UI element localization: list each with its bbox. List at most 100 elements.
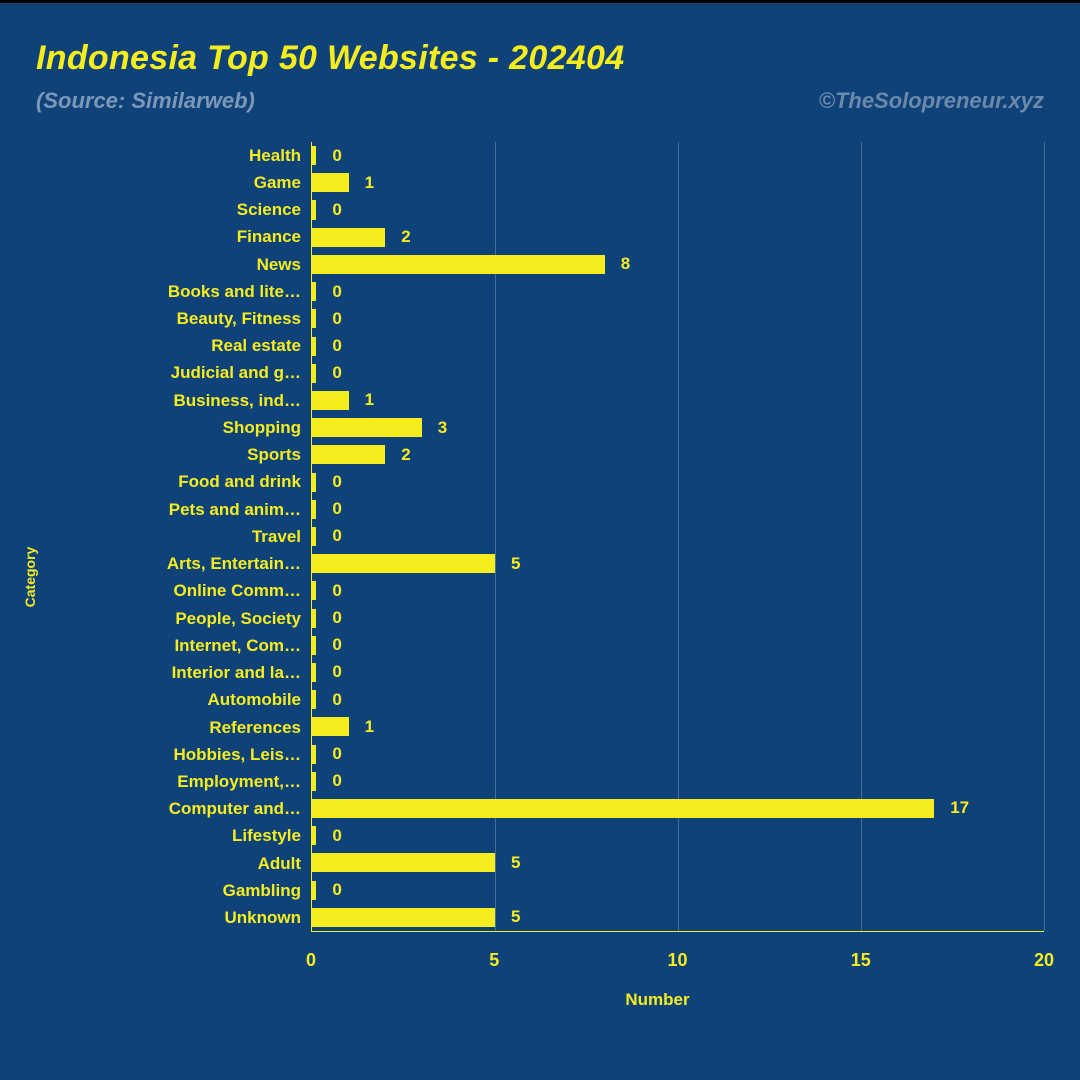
- bar: [312, 690, 316, 709]
- category-row: Arts, Entertain…: [76, 551, 311, 578]
- category-label: Automobile: [208, 690, 302, 710]
- category-label: Lifestyle: [232, 826, 301, 846]
- gridline: [1044, 142, 1045, 931]
- bar-row: 5: [312, 550, 1044, 577]
- bar: [312, 173, 349, 192]
- category-row: Health: [76, 142, 311, 169]
- category-label: Adult: [258, 854, 301, 874]
- bar-value-label: 0: [332, 472, 341, 492]
- bar-row: 2: [312, 441, 1044, 468]
- bar-row: 5: [312, 849, 1044, 876]
- bar-row: 0: [312, 686, 1044, 713]
- bar-value-label: 0: [332, 526, 341, 546]
- category-label: Shopping: [223, 418, 301, 438]
- category-row: Lifestyle: [76, 823, 311, 850]
- x-tick-label: 15: [851, 950, 871, 971]
- chart-canvas: 010280000132000500000100170505: [311, 142, 1044, 932]
- x-tick-label: 20: [1034, 950, 1054, 971]
- bar: [312, 364, 316, 383]
- bar-value-label: 5: [511, 853, 520, 873]
- bar: [312, 500, 316, 519]
- category-row: News: [76, 251, 311, 278]
- category-label: Books and lite…: [168, 282, 301, 302]
- chart-container: Indonesia Top 50 Websites - 202404 (Sour…: [0, 3, 1080, 1012]
- bar: [312, 799, 934, 818]
- category-row: Computer and…: [76, 796, 311, 823]
- category-label: Pets and anim…: [169, 500, 301, 520]
- bar-row: 0: [312, 305, 1044, 332]
- bar: [312, 255, 605, 274]
- bar-row: 0: [312, 768, 1044, 795]
- category-label: Food and drink: [178, 472, 301, 492]
- bar-row: 0: [312, 332, 1044, 359]
- bar-value-label: 0: [332, 880, 341, 900]
- category-label: People, Society: [175, 609, 301, 629]
- x-axis-title: Number: [36, 990, 1044, 1010]
- bar-value-label: 0: [332, 499, 341, 519]
- bar-value-label: 0: [332, 826, 341, 846]
- bar-row: 0: [312, 604, 1044, 631]
- category-row: Employment,…: [76, 768, 311, 795]
- category-row: Unknown: [76, 905, 311, 932]
- category-row: Hobbies, Leis…: [76, 741, 311, 768]
- bar-value-label: 0: [332, 581, 341, 601]
- bar-value-label: 5: [511, 554, 520, 574]
- x-tick-label: 0: [306, 950, 316, 971]
- bar-value-label: 0: [332, 200, 341, 220]
- bar: [312, 554, 495, 573]
- bar: [312, 717, 349, 736]
- category-row: Internet, Com…: [76, 632, 311, 659]
- bar: [312, 309, 316, 328]
- category-label: Gambling: [223, 881, 301, 901]
- bar-row: 0: [312, 659, 1044, 686]
- bar: [312, 418, 422, 437]
- category-label: Real estate: [211, 336, 301, 356]
- bar-row: 0: [312, 632, 1044, 659]
- bar-value-label: 5: [511, 907, 520, 927]
- category-row: Food and drink: [76, 469, 311, 496]
- category-row: Online Comm…: [76, 578, 311, 605]
- bar: [312, 473, 316, 492]
- bar-row: 17: [312, 795, 1044, 822]
- bar: [312, 337, 316, 356]
- y-labels-column: HealthGameScienceFinanceNewsBooks and li…: [76, 142, 311, 932]
- bar: [312, 826, 316, 845]
- bar-row: 1: [312, 387, 1044, 414]
- bar: [312, 391, 349, 410]
- bar-row: 0: [312, 740, 1044, 767]
- bar-row: 0: [312, 822, 1044, 849]
- bar-row: 2: [312, 224, 1044, 251]
- bar-row: 0: [312, 876, 1044, 903]
- bar-row: 0: [312, 523, 1044, 550]
- bar-row: 0: [312, 496, 1044, 523]
- category-label: References: [209, 718, 301, 738]
- category-row: Judicial and g…: [76, 360, 311, 387]
- bar-value-label: 0: [332, 282, 341, 302]
- category-row: Gambling: [76, 877, 311, 904]
- category-label: Judicial and g…: [171, 363, 301, 383]
- bar: [312, 200, 316, 219]
- category-row: Books and lite…: [76, 278, 311, 305]
- category-row: Science: [76, 196, 311, 223]
- category-label: Unknown: [225, 908, 302, 928]
- category-row: Beauty, Fitness: [76, 305, 311, 332]
- bar-row: 0: [312, 468, 1044, 495]
- chart-title: Indonesia Top 50 Websites - 202404: [36, 39, 1044, 78]
- bar: [312, 772, 316, 791]
- bar: [312, 527, 316, 546]
- source-label: (Source: Similarweb): [36, 88, 255, 114]
- category-row: Automobile: [76, 687, 311, 714]
- bar-row: 0: [312, 360, 1044, 387]
- category-label: Travel: [252, 527, 301, 547]
- category-label: Game: [254, 173, 301, 193]
- y-axis-title: Category: [22, 547, 38, 608]
- bar-row: 3: [312, 414, 1044, 441]
- category-label: Health: [249, 146, 301, 166]
- bar: [312, 663, 316, 682]
- category-label: Arts, Entertain…: [167, 554, 301, 574]
- bar-value-label: 0: [332, 635, 341, 655]
- bar-row: 0: [312, 142, 1044, 169]
- category-row: Shopping: [76, 414, 311, 441]
- bar: [312, 636, 316, 655]
- category-row: Business, ind…: [76, 387, 311, 414]
